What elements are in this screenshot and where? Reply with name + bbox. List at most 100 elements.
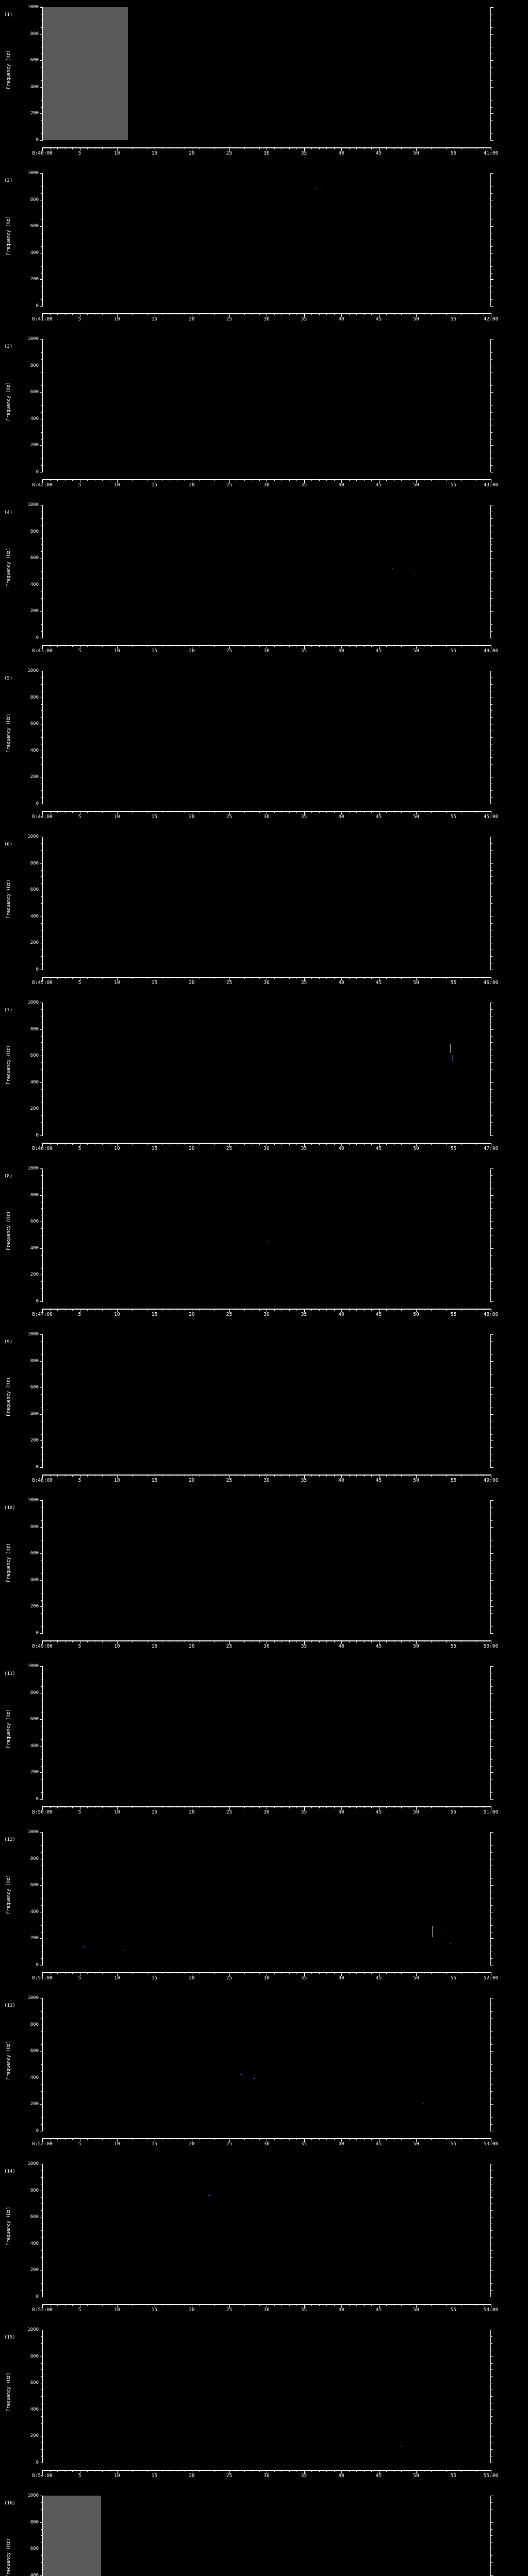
y-axis-tick-label: 400: [30, 1743, 39, 1749]
x-axis-major-tick: [117, 2470, 118, 2473]
y-axis-tick: [40, 1666, 43, 1667]
x-axis-minor-tick: [446, 2138, 447, 2140]
x-axis-minor-tick: [446, 1475, 447, 1477]
panel-number-label: (5): [4, 676, 13, 681]
x-axis-tick-label: 5: [78, 1975, 81, 1981]
x-axis-minor-tick: [50, 2138, 51, 2140]
x-axis-major-tick: [378, 1143, 380, 1146]
x-axis-tick-label: 55: [450, 2473, 457, 2479]
x-axis-major-tick: [341, 1475, 342, 1478]
y-axis-minor-tick-right: [490, 273, 492, 274]
x-axis-minor-tick: [349, 1806, 350, 1808]
y-axis-minor-tick-right: [490, 1560, 492, 1561]
y-axis-tick-label: 0: [36, 2294, 39, 2299]
x-axis: [42, 1806, 491, 1810]
y-axis-minor-tick-right: [490, 385, 492, 386]
x-axis-minor-tick: [356, 2138, 357, 2140]
spectrogram-panel: (12) Frequency (Hz) 0 200 400 600 800 1000 8:51:…: [0, 1825, 528, 1991]
y-axis-tick-label: 1000: [27, 1000, 39, 1005]
x-axis-tick-label: 30: [263, 1312, 270, 1317]
y-axis-minor-tick-right: [490, 631, 492, 632]
y-axis-minor-tick: [41, 2071, 43, 2072]
y-axis-title-text: Frequency (Hz): [6, 714, 12, 753]
y-axis-tick-label: 400: [30, 1909, 39, 1914]
y-axis-minor-tick: [41, 80, 43, 81]
y-axis-tick-right: [490, 1772, 493, 1773]
y-axis-tick-label: 1000: [27, 1829, 39, 1835]
y-axis-minor-tick-right: [490, 266, 492, 267]
y-axis-tick-label: 600: [30, 389, 39, 395]
x-axis-minor-tick: [72, 1309, 73, 1311]
x-axis-minor-tick: [259, 1972, 260, 1974]
y-axis-minor-tick-right: [490, 2044, 492, 2045]
y-axis-minor-tick: [41, 1089, 43, 1090]
x-axis-tick-label: 8:43:00: [31, 648, 53, 654]
x-axis-tick-label: 10: [114, 2141, 120, 2147]
x-axis-major-tick: [341, 811, 342, 815]
y-axis-tick-label: 200: [30, 1604, 39, 1609]
y-axis-title-text: Frequency (Hz): [6, 1875, 12, 1914]
x-axis: [42, 2138, 491, 2142]
x-axis-minor-tick: [87, 811, 88, 813]
x-axis-tick-label: 25: [226, 316, 233, 322]
x-axis-tick-label: 35: [301, 2141, 307, 2147]
x-axis-major-tick: [304, 479, 305, 483]
x-axis-major-tick: [229, 645, 230, 649]
x-axis-minor-tick: [289, 645, 290, 647]
y-axis-minor-tick-right: [490, 299, 492, 300]
y-axis-minor-tick: [41, 1600, 43, 1601]
x-axis-minor-tick: [72, 2470, 73, 2472]
x-axis-tick-label: 8:42:00: [31, 482, 53, 488]
data-trace-mark: [253, 2078, 255, 2079]
x-axis-tick-label: 30: [263, 814, 270, 820]
y-axis-tick-label: 400: [30, 1079, 39, 1085]
y-axis-tick-label: 1000: [27, 336, 39, 342]
y-axis-tick-right: [490, 33, 493, 35]
y-axis-tick-label: 200: [30, 1106, 39, 1112]
y-axis-title-text: Frequency (Hz): [6, 1709, 12, 1748]
x-axis-tick-label: 15: [151, 1312, 158, 1317]
x-axis-minor-tick: [319, 2470, 320, 2472]
x-axis-minor-tick: [326, 1640, 327, 1642]
spectrogram-panel: (8) Frequency (Hz) 0 200 400 600 800 1000 8:47:0…: [0, 1161, 528, 1327]
y-axis-minor-tick: [41, 2555, 43, 2556]
y-axis-minor-tick: [41, 2535, 43, 2536]
y-axis-minor-tick-right: [490, 432, 492, 433]
x-axis-minor-tick: [356, 479, 357, 481]
x-axis-tick-label: 40: [338, 648, 344, 654]
x-axis-minor-tick: [214, 479, 215, 481]
y-axis-minor-tick: [41, 2177, 43, 2178]
x-axis-minor-tick: [431, 1972, 432, 1974]
x-axis-minor-tick: [296, 811, 297, 813]
y-axis-tick-right: [490, 1885, 493, 1886]
x-axis-minor-tick: [50, 977, 51, 979]
y-axis-minor-tick-right: [490, 219, 492, 221]
y-axis-title: Frequency (Hz): [5, 498, 12, 637]
x-axis-tick-label: 50: [413, 1643, 419, 1649]
y-axis-title: Frequency (Hz): [5, 332, 12, 471]
x-axis-minor-tick: [356, 2304, 357, 2306]
x-axis-minor-tick: [401, 977, 402, 979]
x-axis-minor-tick: [57, 977, 58, 979]
y-axis-tick: [40, 1772, 43, 1773]
y-axis-minor-tick-right: [490, 717, 492, 718]
x-axis-minor-tick: [326, 1309, 327, 1311]
y-axis-title: Frequency (Hz): [5, 1327, 12, 1466]
x-axis-major-tick: [378, 977, 380, 980]
x-axis-tick-label: 30: [263, 1478, 270, 1483]
x-axis-minor-tick: [214, 2304, 215, 2306]
y-axis-tick-label: 800: [30, 363, 39, 368]
x-axis-minor-tick: [102, 479, 103, 481]
x-axis-minor-tick: [296, 1309, 297, 1311]
x-axis-tick-label: 30: [263, 482, 270, 488]
y-axis-minor-tick-right: [490, 1115, 492, 1116]
x-axis-tick-label: 5: [78, 1146, 81, 1151]
x-axis-minor-tick: [289, 1640, 290, 1642]
x-axis-tick-label: 5: [78, 1643, 81, 1649]
y-axis-minor-tick: [41, 2502, 43, 2503]
y-axis-minor-tick: [41, 27, 43, 28]
y-axis-minor-tick: [41, 1905, 43, 1906]
x-axis-major-tick: [117, 2138, 118, 2142]
y-axis-tick-label: 1000: [27, 2161, 39, 2166]
plot-area: 0 200 400 600 800 1000: [27, 1166, 493, 1304]
